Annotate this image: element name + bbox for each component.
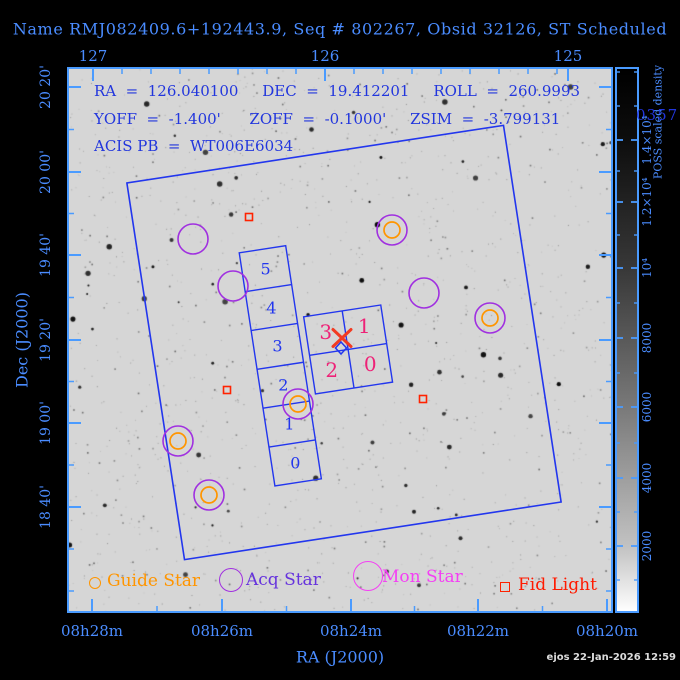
- fid-light-marker[interactable]: [244, 212, 254, 222]
- guide-star-marker[interactable]: [481, 309, 499, 327]
- acq-star-marker[interactable]: [162, 425, 194, 457]
- acq-star-marker[interactable]: [282, 388, 314, 420]
- x-axis-label: RA (J2000): [295, 647, 385, 667]
- pointing-info-line3: ACIS PB = WT006E6034: [94, 137, 294, 155]
- aimpoint-x-marker[interactable]: [331, 328, 353, 348]
- pointing-info-line2: YOFF = -1.400' ZOFF = -0.1000' ZSIM = -3…: [94, 110, 561, 128]
- guide-star-marker[interactable]: [169, 432, 187, 450]
- acq-star-marker[interactable]: [193, 479, 225, 511]
- acis-s-chip-divider: [256, 361, 304, 371]
- aimpoint-diamond-icon: [334, 340, 348, 356]
- acq-star-marker[interactable]: [177, 223, 209, 255]
- detector-fov[interactable]: [125, 124, 563, 561]
- fid-light-marker[interactable]: [418, 394, 428, 404]
- acis-s-chip-divider: [268, 439, 316, 448]
- observation-title: Name RMJ082409.6+192443.9, Seq # 802267,…: [12, 19, 668, 39]
- legend-guide-star-label: Guide Star: [107, 571, 201, 591]
- acq-star-icon: [219, 568, 243, 592]
- colorbar-overlap-text: 0357: [636, 106, 679, 124]
- acis-s-chip-divider: [251, 322, 298, 332]
- acis-s-chip-divider: [245, 283, 292, 293]
- acq-star-marker[interactable]: [474, 302, 506, 334]
- legend-acq-star-label: Acq Star: [246, 570, 321, 590]
- colorbar-frame: [615, 67, 639, 613]
- guide-star-marker[interactable]: [383, 221, 401, 239]
- colorbar-gradient: [616, 68, 638, 612]
- acq-star-marker[interactable]: [376, 214, 408, 246]
- fov-outline[interactable]: [125, 124, 563, 561]
- legend-fid-light-label: Fid Light: [518, 575, 597, 595]
- legend-mon-star-label: Mon Star: [382, 567, 463, 587]
- fid-light-marker[interactable]: [222, 385, 232, 395]
- acq-star-marker[interactable]: [408, 277, 440, 309]
- guide-star-marker[interactable]: [289, 395, 307, 413]
- fid-light-icon: [500, 582, 510, 592]
- render-timestamp: ejos 22-Jan-2026 12:59: [546, 652, 676, 663]
- acis-i-chip-divider: [309, 342, 387, 357]
- pointing-info-line1: RA = 126.040100 DEC = 19.412201 ROLL = 2…: [94, 82, 581, 100]
- acq-star-marker[interactable]: [217, 270, 249, 302]
- mon-star-icon: [353, 561, 383, 591]
- guide-star-marker[interactable]: [200, 486, 218, 504]
- y-axis-label: Dec (J2000): [12, 292, 32, 388]
- acis-s-chip-divider: [262, 400, 310, 409]
- guide-star-icon: [89, 577, 101, 589]
